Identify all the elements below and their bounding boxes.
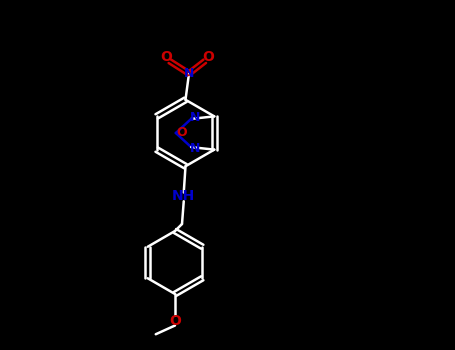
Text: N: N	[190, 111, 201, 124]
Text: N: N	[190, 142, 201, 155]
Text: O: O	[160, 50, 172, 64]
Text: O: O	[177, 126, 187, 140]
Text: O: O	[202, 50, 214, 64]
Text: N: N	[184, 67, 194, 80]
Text: O: O	[169, 314, 181, 328]
Text: NH: NH	[172, 189, 195, 203]
